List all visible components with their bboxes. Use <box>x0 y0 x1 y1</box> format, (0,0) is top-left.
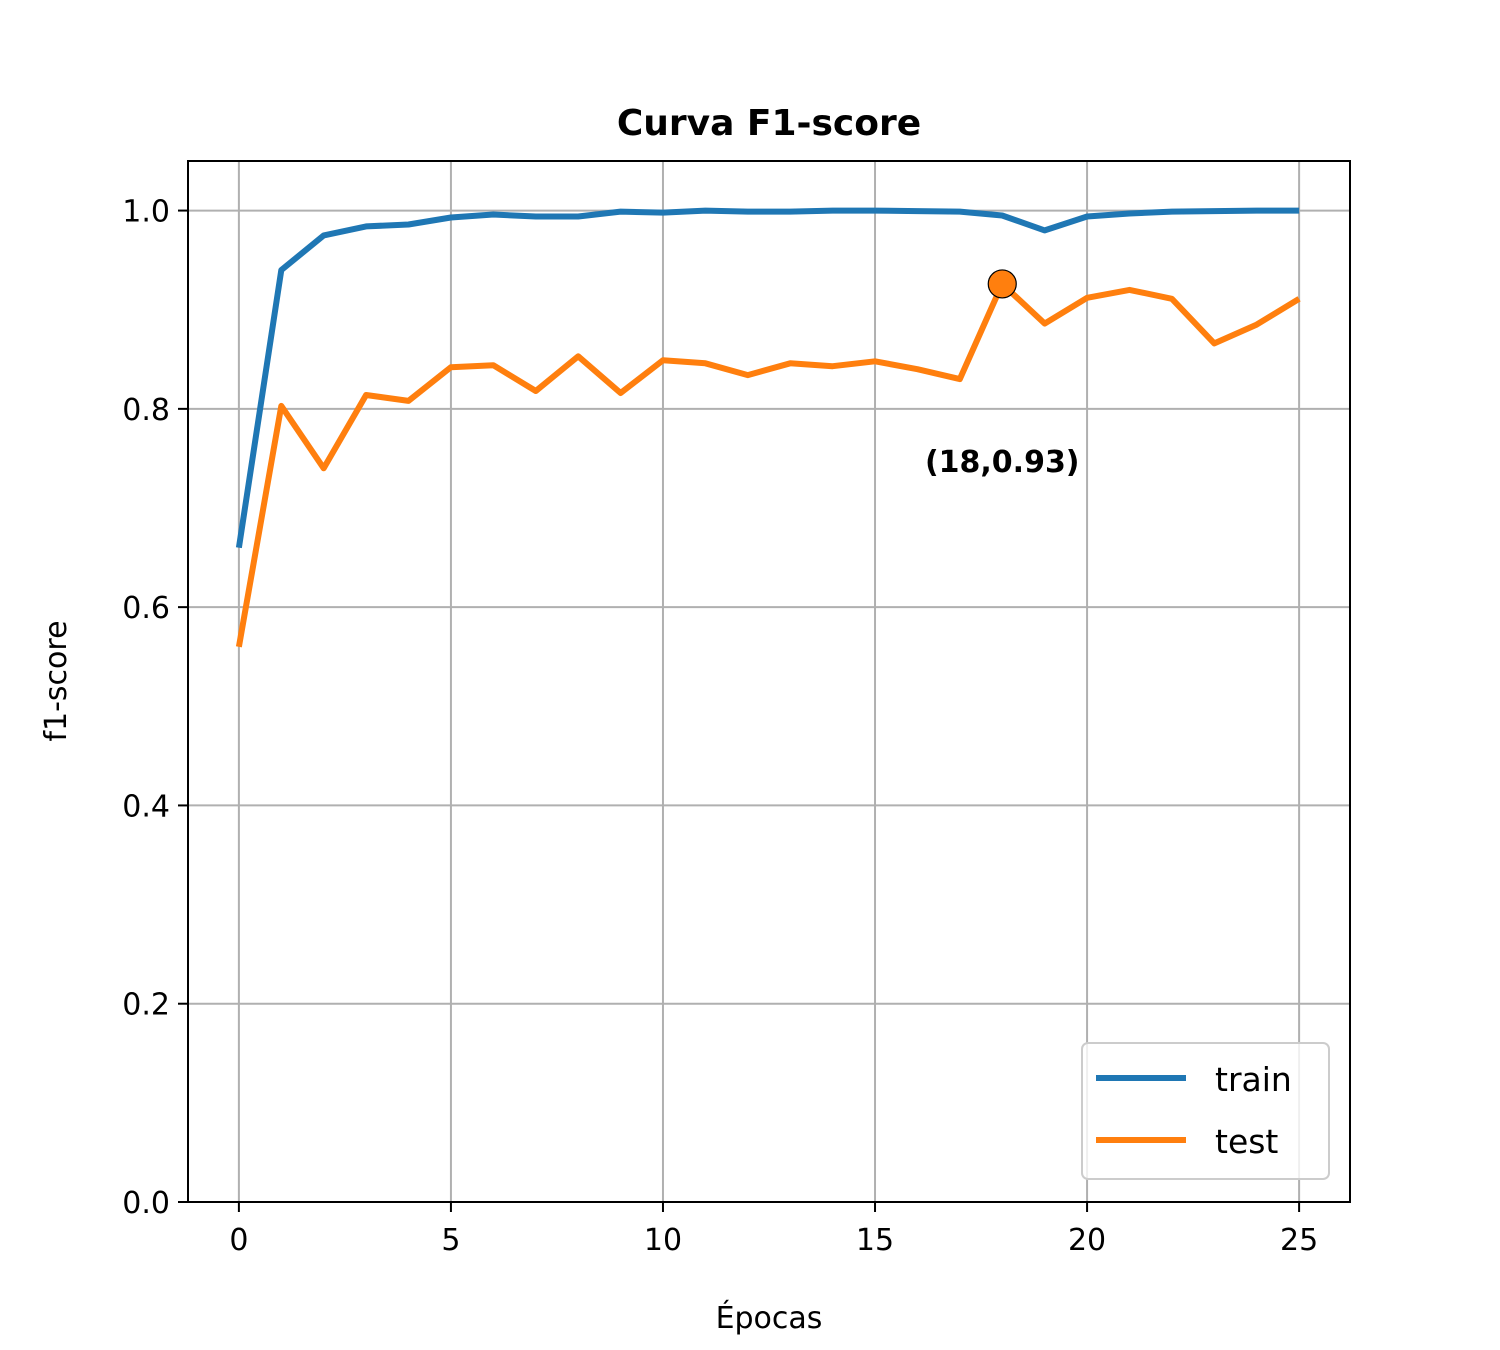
annotation: (18,0.93) <box>925 269 1080 480</box>
x-tick-label: 15 <box>856 1223 894 1258</box>
y-tick-label: 1.0 <box>122 195 170 230</box>
x-tick-label: 5 <box>441 1223 460 1258</box>
chart-title: Curva F1-score <box>617 103 921 144</box>
plot-frame <box>187 160 1351 1203</box>
y-tick-label: 0.0 <box>122 1186 170 1221</box>
y-axis-label: f1-score <box>39 620 74 741</box>
x-axis-ticks: 0 5 10 15 20 25 <box>229 1202 1318 1258</box>
series-line-test <box>235 280 1301 648</box>
series-line-train <box>235 207 1300 549</box>
best-point-marker <box>987 269 1017 299</box>
legend: train test <box>1081 1042 1330 1180</box>
y-tick-label: 0.6 <box>122 591 170 626</box>
x-axis-label: Épocas <box>716 1300 823 1336</box>
annotation-label: (18,0.93) <box>925 445 1080 480</box>
x-tick-label: 20 <box>1068 1223 1106 1258</box>
x-tick-label: 0 <box>229 1223 248 1258</box>
legend-label-test: test <box>1215 1122 1278 1161</box>
series-lines <box>235 207 1301 648</box>
y-tick-label: 0.8 <box>122 393 170 428</box>
y-tick-label: 0.4 <box>122 789 170 824</box>
y-tick-label: 0.2 <box>122 988 170 1023</box>
y-axis-ticks: 0.0 0.2 0.4 0.6 0.8 1.0 <box>122 195 188 1221</box>
x-tick-label: 25 <box>1280 1223 1318 1258</box>
legend-box <box>1081 1042 1330 1180</box>
x-tick-label: 10 <box>644 1223 682 1258</box>
legend-label-train: train <box>1215 1060 1292 1099</box>
